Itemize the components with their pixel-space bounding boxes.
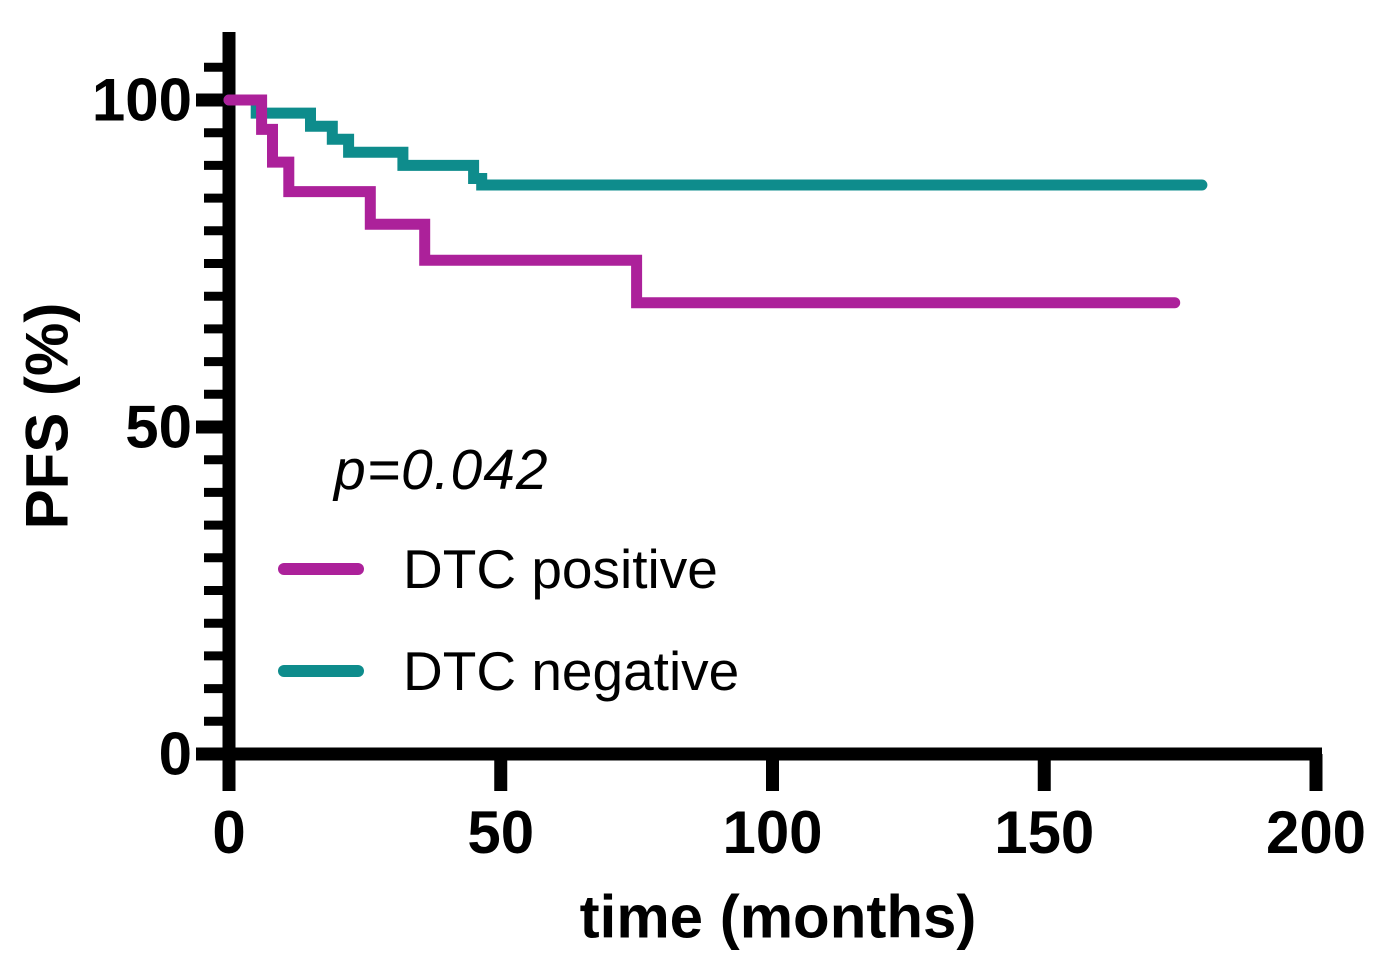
x-tick-label: 200: [1265, 799, 1367, 866]
x-tick-label: 0: [212, 799, 246, 866]
dtc-negative-line-swatch: [278, 665, 364, 677]
legend-label-dtc-positive: DTC positive: [403, 538, 718, 600]
dtc-positive-curve: [223, 94, 1181, 309]
x-axis-title: time (months): [579, 883, 977, 951]
x-tick-label: 100: [722, 799, 823, 866]
p-value-annotation: p=0.042: [334, 438, 549, 502]
y-tick-label: 100: [91, 66, 192, 134]
legend-item-dtc-positive: DTC positive: [278, 537, 718, 601]
y-axis-title: PFS (%): [13, 302, 81, 530]
x-tick-label: 150: [994, 799, 1095, 866]
x-tick-label: 50: [467, 799, 535, 866]
legend-item-dtc-negative: DTC negative: [278, 639, 739, 703]
dtc-positive-line-swatch: [278, 563, 364, 575]
dtc-negative-curve: [223, 94, 1208, 191]
y-tick-label: 50: [125, 393, 192, 461]
legend-label-dtc-negative: DTC negative: [403, 640, 740, 702]
y-tick-label: 0: [158, 720, 192, 788]
